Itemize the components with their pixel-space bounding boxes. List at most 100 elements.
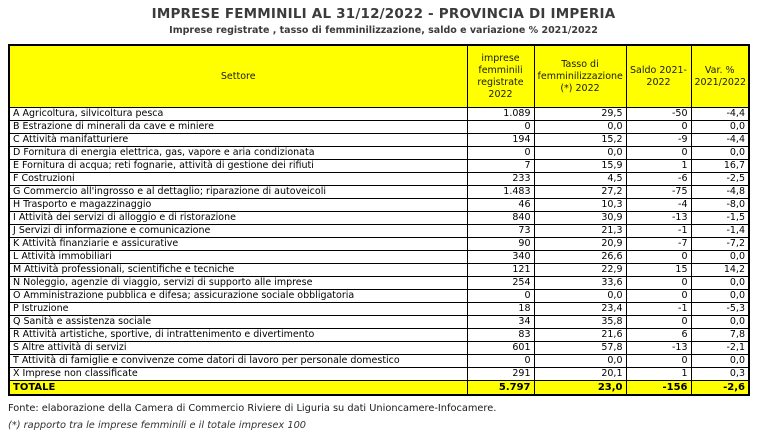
value-cell: 0: [466, 289, 535, 303]
value-cell: 0: [625, 289, 692, 303]
table-row: J Servizi di informazione e comunicazion…: [8, 224, 750, 238]
value-cell: 16,7: [690, 159, 750, 173]
value-cell: -7: [625, 237, 692, 251]
value-cell: 0,0: [690, 120, 750, 134]
header-settore: Settore: [8, 44, 468, 108]
sector-cell: D Fornitura di energia elettrica, gas, v…: [8, 146, 468, 160]
value-cell: 233: [466, 172, 535, 186]
page-title: IMPRESE FEMMINILI AL 31/12/2022 - PROVIN…: [151, 6, 616, 22]
total-row: TOTALE 5.797 23,0 -156 -2,6: [8, 380, 750, 396]
value-cell: 26,6: [533, 250, 627, 264]
value-cell: 0,0: [690, 315, 750, 329]
value-cell: 0,0: [690, 289, 750, 303]
table-row: S Altre attività di servizi 601 57,8 -13 -2,…: [8, 341, 750, 355]
header-variazione: Var. % 2021/2022: [690, 44, 750, 108]
value-cell: -6: [625, 172, 692, 186]
value-cell: 840: [466, 211, 535, 225]
table-body: A Agricoltura, silvicoltura pesca 1.089 29…: [8, 107, 750, 381]
value-cell: 29,5: [533, 107, 627, 121]
value-cell: 0,0: [533, 120, 627, 134]
sector-cell: F Costruzioni: [8, 172, 468, 186]
table-row: R Attività artistiche, sportive, di intr…: [8, 328, 750, 342]
value-cell: -8,0: [690, 198, 750, 212]
value-cell: 0,0: [690, 354, 750, 368]
value-cell: 0: [625, 146, 692, 160]
table-row: B Estrazione di minerali da cave e minie…: [8, 120, 750, 134]
value-cell: 291: [466, 367, 535, 381]
total-label: TOTALE: [8, 380, 468, 396]
value-cell: 0,3: [690, 367, 750, 381]
value-cell: 21,3: [533, 224, 627, 238]
value-cell: -4,4: [690, 133, 750, 147]
table-row: T Attività di famiglie e convivenze come…: [8, 354, 750, 368]
table-row: I Attività dei servizi di alloggio e di …: [8, 211, 750, 225]
sector-cell: E Fornitura di acqua; reti fognarie, att…: [8, 159, 468, 173]
value-cell: 0,0: [690, 250, 750, 264]
value-cell: 0,0: [690, 146, 750, 160]
value-cell: 340: [466, 250, 535, 264]
header-imprese-registrate: imprese femminili registrate 2022: [466, 44, 535, 108]
total-saldo: -156: [625, 380, 692, 396]
sector-cell: L Attività immobiliari: [8, 250, 468, 264]
sector-cell: J Servizi di informazione e comunicazion…: [8, 224, 468, 238]
value-cell: 83: [466, 328, 535, 342]
value-cell: 4,5: [533, 172, 627, 186]
value-cell: -4: [625, 198, 692, 212]
table-row: Q Sanità e assistenza sociale 34 35,8 0 0,0: [8, 315, 750, 329]
value-cell: 0: [625, 276, 692, 290]
value-cell: 0,0: [533, 354, 627, 368]
value-cell: 0,0: [533, 146, 627, 160]
value-cell: 7: [466, 159, 535, 173]
value-cell: 0: [466, 120, 535, 134]
value-cell: -13: [625, 341, 692, 355]
value-cell: 0: [625, 315, 692, 329]
value-cell: -4,8: [690, 185, 750, 199]
value-cell: -75: [625, 185, 692, 199]
sector-cell: I Attività dei servizi di alloggio e di …: [8, 211, 468, 225]
table-row: H Trasporto e magazzinaggio 46 10,3 -4 -8,0: [8, 198, 750, 212]
value-cell: 1.483: [466, 185, 535, 199]
value-cell: -2,1: [690, 341, 750, 355]
footnote-asterisk: (*) rapporto tra le imprese femminili e …: [8, 420, 307, 431]
header-tasso-femminilizzazione: Tasso di femminilizzazione (*) 2022: [533, 44, 627, 108]
value-cell: 0: [466, 354, 535, 368]
value-cell: 30,9: [533, 211, 627, 225]
value-cell: 254: [466, 276, 535, 290]
table-row: N Noleggio, agenzie di viaggio, servizi …: [8, 276, 750, 290]
value-cell: 1.089: [466, 107, 535, 121]
value-cell: 18: [466, 302, 535, 316]
sector-cell: P Istruzione: [8, 302, 468, 316]
value-cell: 90: [466, 237, 535, 251]
table-row: A Agricoltura, silvicoltura pesca 1.089 29…: [8, 107, 750, 121]
sector-cell: O Amministrazione pubblica e difesa; ass…: [8, 289, 468, 303]
value-cell: 0: [625, 250, 692, 264]
source-note: Fonte: elaborazione della Camera di Comm…: [8, 403, 497, 414]
sector-cell: H Trasporto e magazzinaggio: [8, 198, 468, 212]
value-cell: 0: [625, 354, 692, 368]
value-cell: -50: [625, 107, 692, 121]
value-cell: 34: [466, 315, 535, 329]
sector-cell: R Attività artistiche, sportive, di intr…: [8, 328, 468, 342]
value-cell: 22,9: [533, 263, 627, 277]
value-cell: 23,4: [533, 302, 627, 316]
sector-cell: M Attività professionali, scientifiche e…: [8, 263, 468, 277]
table-row: P Istruzione 18 23,4 -1 -5,3: [8, 302, 750, 316]
sector-cell: B Estrazione di minerali da cave e minie…: [8, 120, 468, 134]
value-cell: 73: [466, 224, 535, 238]
sector-cell: A Agricoltura, silvicoltura pesca: [8, 107, 468, 121]
sector-cell: X Imprese non classificate: [8, 367, 468, 381]
value-cell: 15,2: [533, 133, 627, 147]
value-cell: 6: [625, 328, 692, 342]
value-cell: 0: [625, 120, 692, 134]
value-cell: 1: [625, 159, 692, 173]
value-cell: -13: [625, 211, 692, 225]
table-row: E Fornitura di acqua; reti fognarie, att…: [8, 159, 750, 173]
value-cell: 21,6: [533, 328, 627, 342]
value-cell: -1,4: [690, 224, 750, 238]
value-cell: -1,5: [690, 211, 750, 225]
table-row: F Costruzioni 233 4,5 -6 -2,5: [8, 172, 750, 186]
value-cell: -4,4: [690, 107, 750, 121]
sector-cell: G Commercio all'ingrosso e al dettaglio;…: [8, 185, 468, 199]
sector-cell: K Attività finanziarie e assicurative: [8, 237, 468, 251]
value-cell: 15: [625, 263, 692, 277]
